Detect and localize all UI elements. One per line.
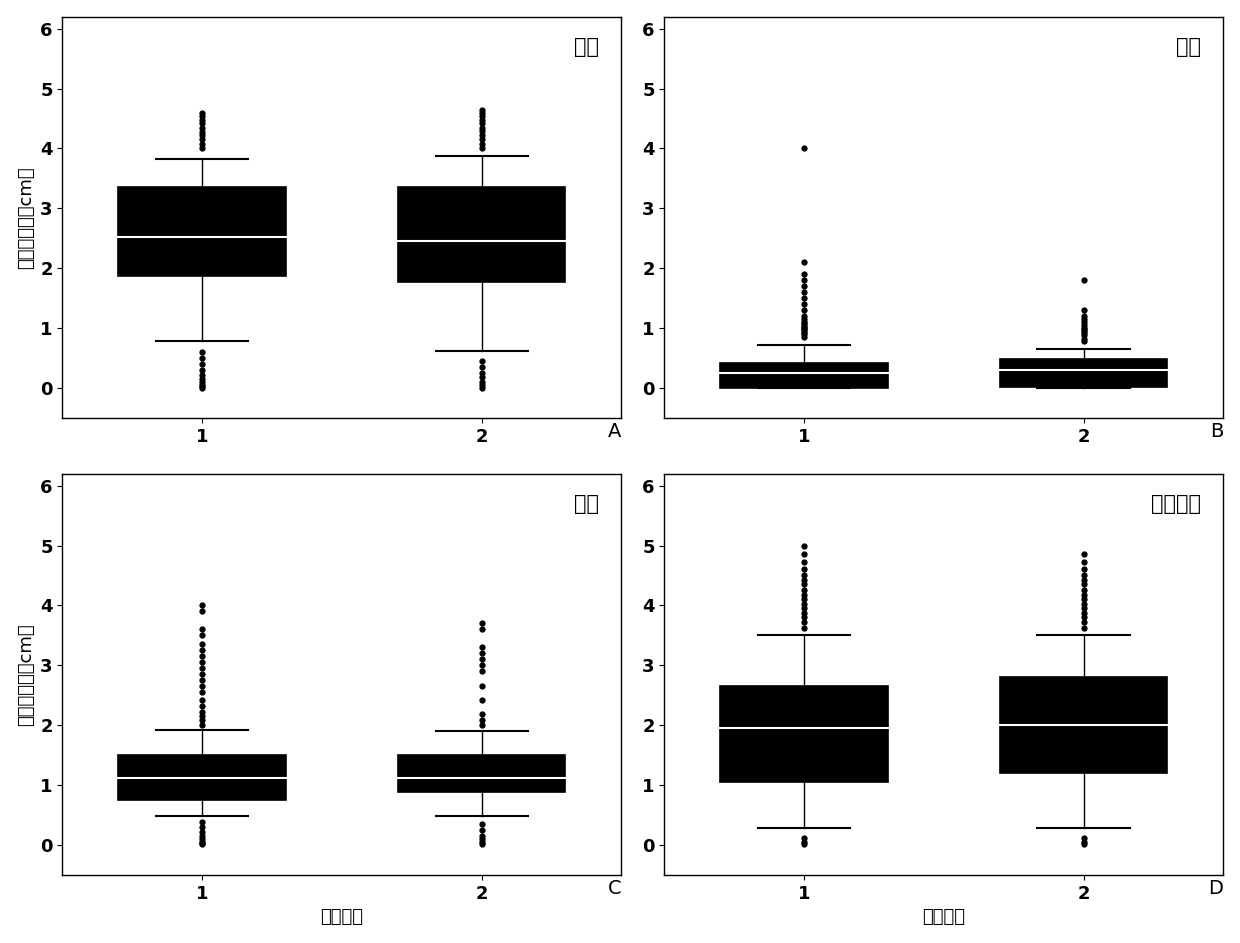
Bar: [999, 359, 1167, 387]
Y-axis label: 中胚轴长度（cm）: 中胚轴长度（cm）: [16, 166, 35, 269]
Y-axis label: 中胚轴长度（cm）: 中胚轴长度（cm）: [16, 623, 35, 726]
X-axis label: 试验重复: 试验重复: [320, 908, 363, 926]
Text: B: B: [1210, 422, 1224, 441]
X-axis label: 试验重复: 试验重复: [923, 908, 966, 926]
Text: A: A: [608, 422, 621, 441]
Bar: [398, 188, 565, 282]
Bar: [118, 188, 286, 275]
Bar: [118, 755, 286, 801]
Text: 营养土培: 营养土培: [1151, 494, 1202, 514]
Bar: [720, 687, 888, 782]
Text: 土培: 土培: [574, 37, 599, 57]
Text: 水培: 水培: [574, 494, 599, 514]
Text: C: C: [608, 879, 621, 898]
Text: 沙培: 沙培: [1176, 37, 1202, 57]
Bar: [398, 755, 565, 792]
Bar: [720, 363, 888, 389]
Bar: [999, 677, 1167, 773]
Text: D: D: [1209, 879, 1224, 898]
